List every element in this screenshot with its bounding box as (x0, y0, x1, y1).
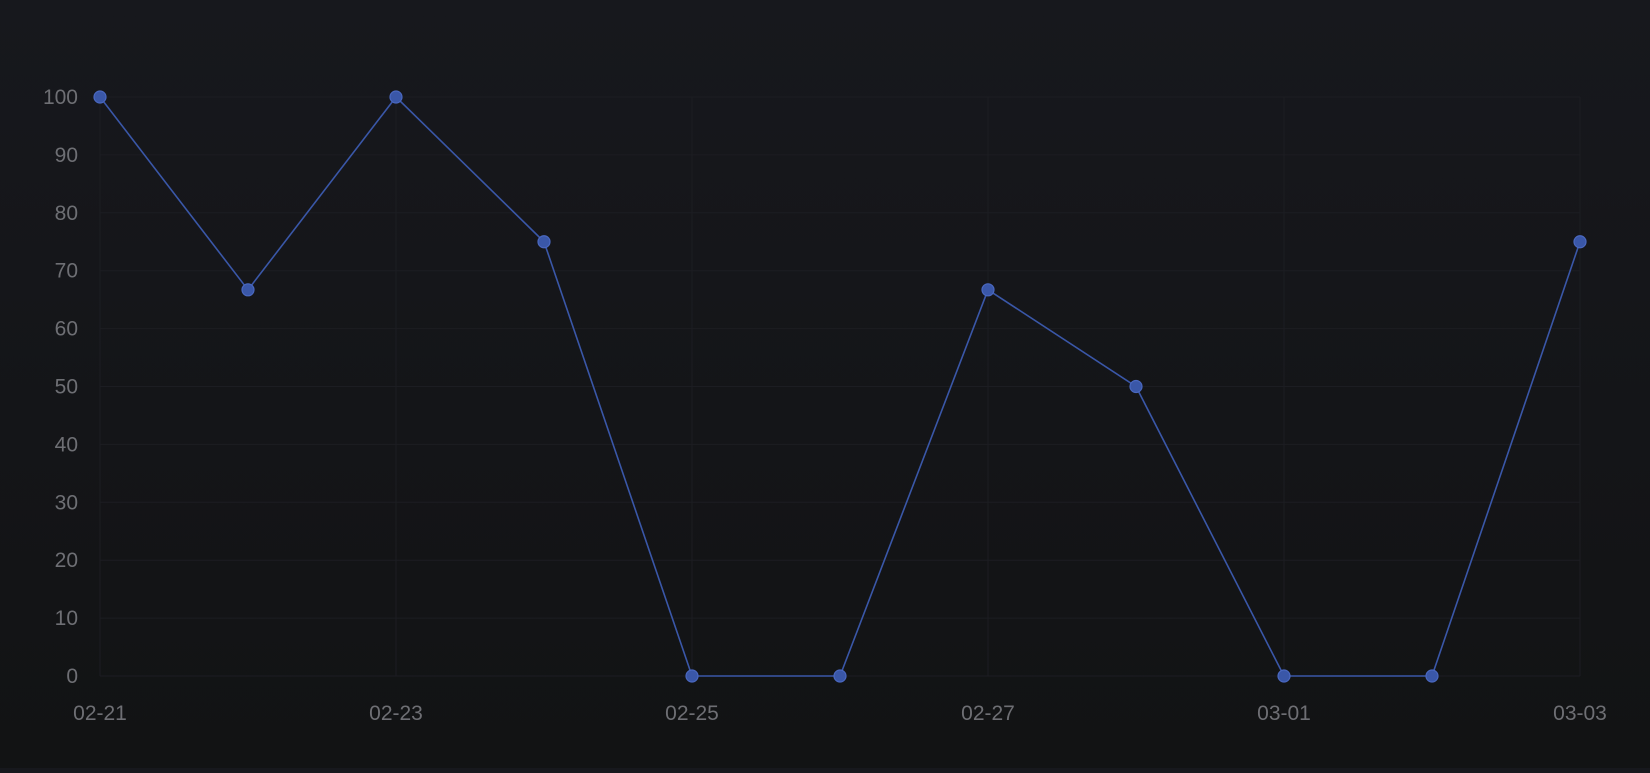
data-point[interactable] (241, 283, 255, 297)
y-tick-label: 0 (66, 665, 78, 688)
y-tick-label: 30 (55, 491, 78, 514)
x-tick-label: 03-01 (1257, 702, 1311, 725)
x-tick-label: 02-25 (665, 702, 719, 725)
y-tick-label: 10 (55, 607, 78, 630)
y-axis-ticks: 0 10 20 30 40 50 60 70 80 90 100 (43, 86, 78, 688)
x-tick-label: 02-21 (73, 702, 127, 725)
y-tick-label: 60 (55, 318, 78, 341)
data-point[interactable] (685, 669, 699, 683)
y-tick-label: 20 (55, 549, 78, 572)
data-point[interactable] (389, 90, 403, 104)
y-tick-label: 50 (55, 376, 78, 399)
y-tick-label: 40 (55, 433, 78, 456)
data-point[interactable] (1573, 235, 1587, 249)
y-tick-label: 90 (55, 144, 78, 167)
data-point[interactable] (833, 669, 847, 683)
data-point[interactable] (1129, 379, 1143, 394)
x-axis-ticks: 02-21 02-23 02-25 02-27 03-01 03-03 (73, 702, 1607, 725)
y-tick-label: 80 (55, 202, 78, 225)
y-tick-label: 100 (43, 86, 78, 109)
data-point[interactable] (981, 283, 995, 297)
grid (99, 96, 1581, 677)
x-tick-label: 02-27 (961, 702, 1015, 725)
data-point[interactable] (1277, 669, 1291, 683)
y-tick-label: 70 (55, 260, 78, 283)
data-point[interactable] (93, 90, 107, 104)
x-tick-label: 03-03 (1553, 702, 1607, 725)
x-tick-label: 02-23 (369, 702, 423, 725)
data-point[interactable] (1425, 669, 1439, 683)
data-point[interactable] (537, 235, 551, 249)
series-points (93, 90, 1587, 683)
